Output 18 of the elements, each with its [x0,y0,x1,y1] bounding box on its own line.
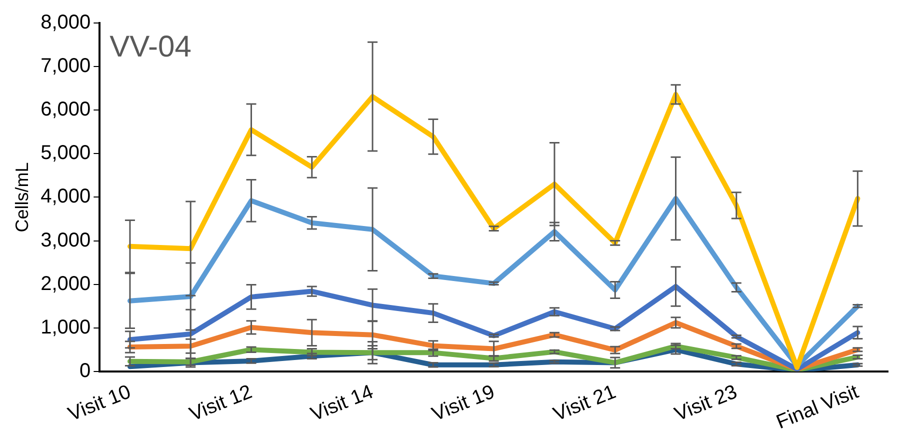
annotation: VV-04 [110,30,192,64]
y-tick-label: 6,000 [40,98,91,121]
y-tick-label: 3,000 [40,229,91,252]
x-tick-label: Visit 10 [65,380,134,426]
x-tick-label: Visit 23 [672,380,740,426]
y-tick-label: 1,000 [40,316,91,338]
y-tick-label: 5,000 [40,142,91,164]
x-tick-label: Visit 21 [550,380,620,426]
y-tick-label: 4,000 [40,186,91,208]
y-axis-title: Cells/mL [12,162,32,232]
y-tick-label: 0 [80,360,91,382]
y-tick-label: 2,000 [40,272,91,295]
x-tick-label: Visit 14 [308,380,376,426]
x-tick-label: Final Visit [773,380,862,434]
y-tick-label: 8,000 [40,12,91,34]
x-tick-label: Visit 12 [186,380,256,426]
y-tick-label: 7,000 [40,55,91,78]
x-tick-label: Visit 19 [429,380,498,426]
